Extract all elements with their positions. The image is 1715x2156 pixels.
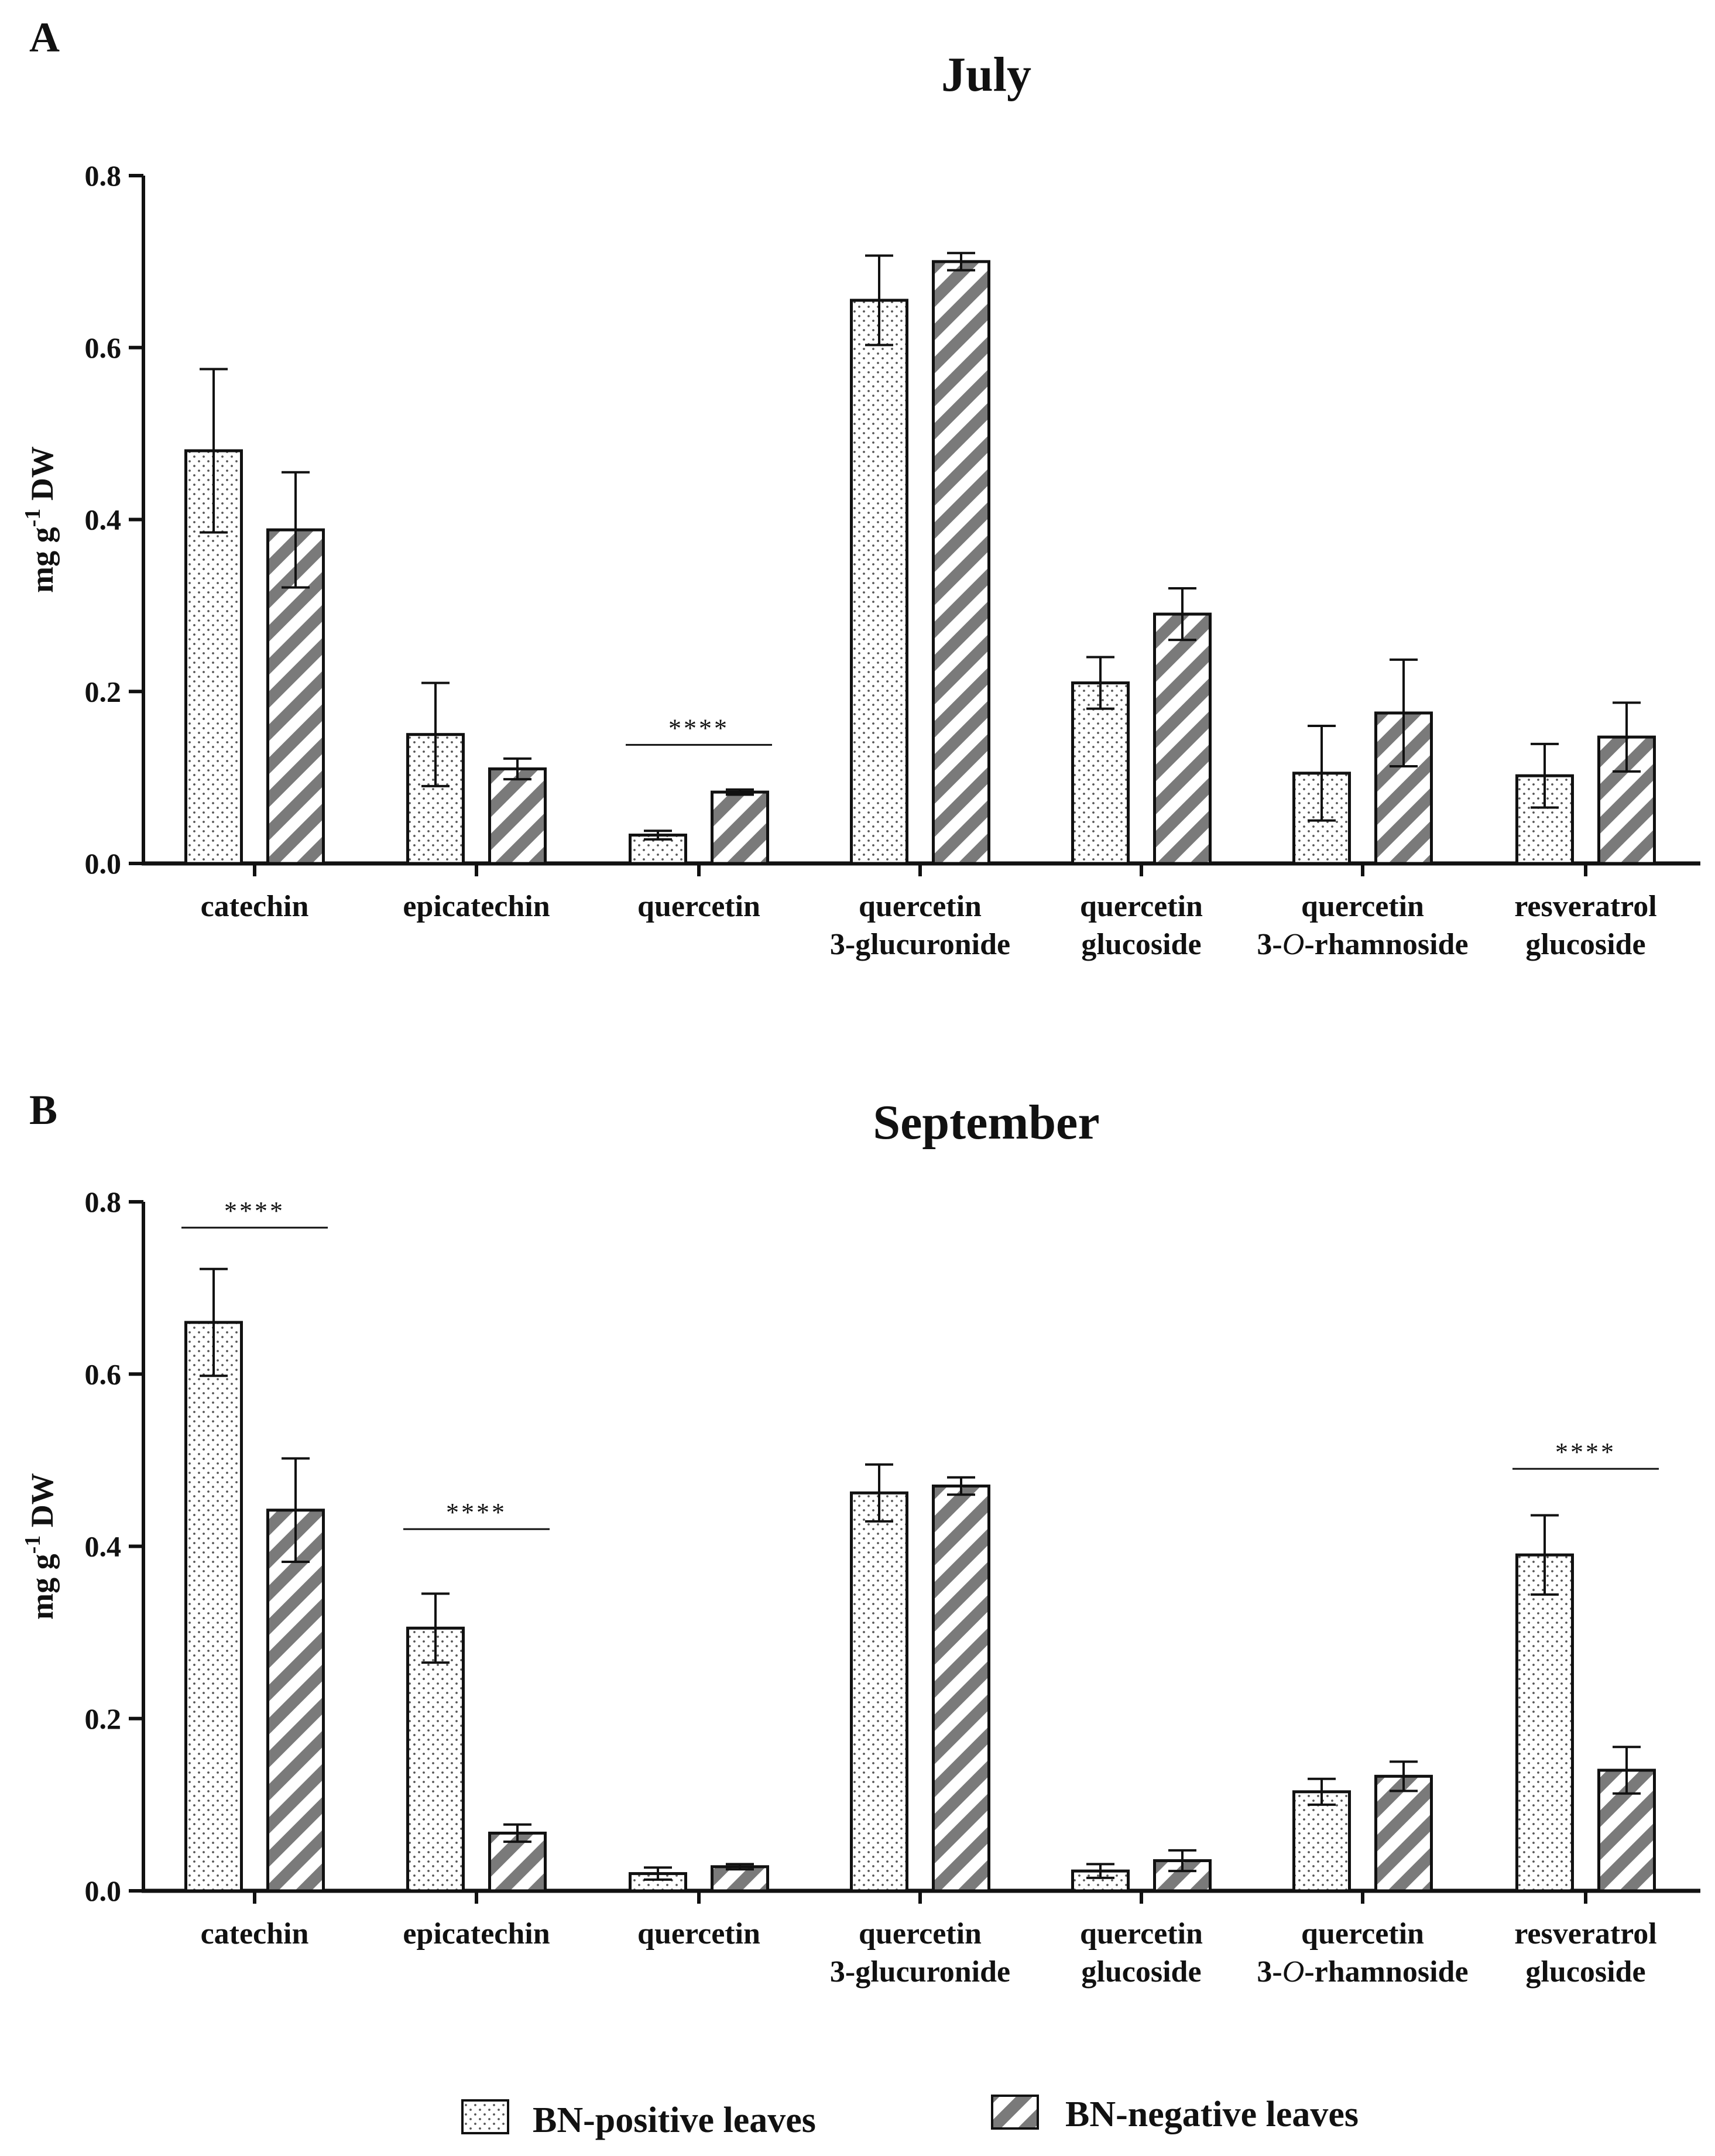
- bar-bn-positive-leaves-resveratrol-glucoside: [1515, 1553, 1574, 1893]
- bar-bn-positive-leaves-catechin: [184, 1321, 243, 1893]
- x-tick-label-quercetin-3-glucuronide: quercetin: [859, 1917, 982, 1951]
- x-tick-label-epicatechin: epicatechin: [403, 890, 550, 923]
- x-tick-label-quercetin-glucoside: quercetin: [1080, 890, 1203, 923]
- legend: BN-positive leaves BN-negative leaves: [461, 2095, 1359, 2140]
- x-tick-label-quercetin: quercetin: [637, 890, 760, 923]
- y-tick-label: 0.0: [85, 1874, 122, 1907]
- bar-bn-positive-leaves-epicatechin: [406, 1626, 465, 1893]
- y-tick-label: 0.6: [85, 1358, 122, 1390]
- y-tick-label: 0.4: [85, 1530, 122, 1563]
- bar-bn-negative-leaves-quercetin-glucoside: [1153, 612, 1212, 865]
- bar-bn-negative-leaves-quercetin-3-glucuronide: [932, 1485, 990, 1893]
- y-tick-label: 0.2: [85, 675, 122, 708]
- legend-swatch-bn-negative: [991, 2095, 1039, 2130]
- legend-label-bn-negative: BN-negative leaves: [1065, 2095, 1359, 2134]
- panel-september: B September mg g-1 DW 0.0 0.2 0.4 0.6 0.8 catech…: [20, 1086, 1700, 1989]
- x-tick-label-resveratrol-glucoside: resveratrol: [1514, 890, 1657, 923]
- chart-title: September: [873, 1095, 1099, 1150]
- panel-july: A July mg g-1 DW 0.0 0.2 0.4 0.6 0.8 catechin epi…: [20, 14, 1700, 961]
- x-tick-label-quercetin-glucoside: glucoside: [1081, 1955, 1201, 1989]
- bar-bn-positive-leaves-quercetin-3-glucuronide: [850, 1491, 908, 1893]
- bar-bn-negative-leaves-catechin: [266, 1509, 325, 1893]
- panel-letter: B: [29, 1086, 57, 1133]
- x-tick-label-resveratrol-glucoside: glucoside: [1525, 928, 1645, 961]
- x-tick-label-quercetin-glucoside: quercetin: [1080, 1917, 1203, 1951]
- bar-bn-positive-leaves-quercetin-3-o-rhamnoside: [1292, 1790, 1351, 1893]
- y-tick-label: 0.0: [85, 847, 122, 880]
- panel-letter: A: [29, 14, 60, 61]
- y-tick-label: 0.8: [85, 159, 122, 192]
- significance-label: ****: [224, 1197, 285, 1225]
- bar-bn-positive-leaves-quercetin-glucoside: [1071, 681, 1130, 865]
- x-tick-label-quercetin-3-glucuronide: quercetin: [859, 890, 982, 923]
- x-tick-label-epicatechin: epicatechin: [403, 1917, 550, 1951]
- significance-label: ****: [668, 714, 729, 742]
- bar-bn-positive-leaves-quercetin-3-glucuronide: [850, 299, 908, 865]
- x-tick-label-quercetin-3-o-rhamnoside: 3-O-rhamnoside: [1257, 928, 1468, 961]
- bar-bn-negative-leaves-quercetin-3-o-rhamnoside: [1374, 1774, 1433, 1893]
- x-tick-label-catechin: catechin: [201, 1917, 309, 1951]
- x-tick-label-quercetin: quercetin: [637, 1917, 760, 1951]
- x-tick-label-quercetin-3-o-rhamnoside: quercetin: [1301, 1917, 1424, 1951]
- bar-bn-negative-leaves-quercetin-3-glucuronide: [932, 260, 990, 865]
- y-axis-label: mg g-1 DW: [20, 446, 60, 593]
- x-tick-label-quercetin-3-o-rhamnoside: 3-O-rhamnoside: [1257, 1955, 1468, 1989]
- y-tick-label: 0.8: [85, 1185, 122, 1218]
- x-tick-label-catechin: catechin: [201, 890, 309, 923]
- y-tick-label: 0.6: [85, 331, 122, 364]
- x-tick-label-resveratrol-glucoside: resveratrol: [1514, 1917, 1657, 1951]
- bar-bn-negative-leaves-epicatechin: [488, 767, 547, 865]
- y-axis-label: mg g-1 DW: [20, 1473, 60, 1620]
- legend-swatch-bn-positive: [461, 2099, 509, 2134]
- legend-label-bn-positive: BN-positive leaves: [533, 2100, 816, 2140]
- y-tick-label: 0.4: [85, 503, 122, 536]
- x-tick-label-quercetin-3-glucuronide: 3-glucuronide: [830, 1955, 1010, 1989]
- x-tick-label-quercetin-glucoside: glucoside: [1081, 928, 1201, 961]
- bar-bn-negative-leaves-quercetin: [711, 790, 769, 865]
- x-tick-label-quercetin-3-o-rhamnoside: quercetin: [1301, 890, 1424, 923]
- significance-label: ****: [446, 1498, 507, 1527]
- significance-label: ****: [1555, 1438, 1616, 1466]
- x-tick-label-resveratrol-glucoside: glucoside: [1525, 1955, 1645, 1989]
- x-tick-label-quercetin-3-glucuronide: 3-glucuronide: [830, 928, 1010, 961]
- y-tick-label: 0.2: [85, 1702, 122, 1735]
- chart-title: July: [941, 47, 1031, 102]
